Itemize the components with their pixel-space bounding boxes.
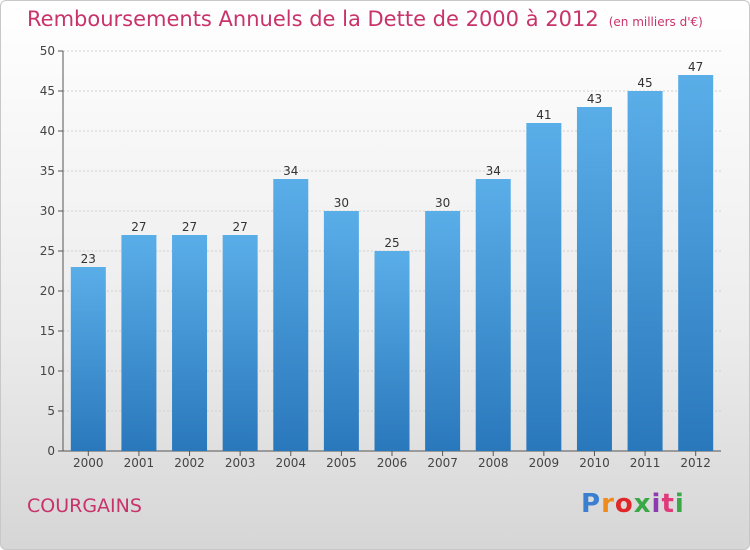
y-tick-label: 35	[40, 164, 55, 178]
x-tick-label: 2000	[73, 456, 104, 470]
bar[interactable]	[425, 211, 461, 451]
y-tick-label: 5	[47, 404, 55, 418]
bar-value-label: 34	[486, 164, 501, 178]
location-name: COURGAINS	[27, 495, 142, 517]
bar[interactable]	[678, 75, 714, 451]
y-tick-label: 45	[40, 84, 55, 98]
y-tick-label: 20	[40, 284, 55, 298]
bar-value-label: 27	[182, 220, 197, 234]
bar-value-label: 27	[131, 220, 146, 234]
x-tick-label: 2008	[478, 456, 509, 470]
logo-letter: i	[674, 489, 685, 519]
x-tick-label: 2003	[225, 456, 256, 470]
bar-value-label: 27	[233, 220, 248, 234]
y-tick-label: 0	[47, 444, 55, 458]
bar[interactable]	[323, 211, 359, 451]
chart-unit: (en milliers d'€)	[608, 15, 703, 29]
bar[interactable]	[627, 91, 663, 451]
bar-value-label: 25	[384, 236, 399, 250]
bar-value-label: 41	[536, 108, 551, 122]
logo-letter: i	[651, 489, 662, 519]
x-tick-label: 2001	[124, 456, 155, 470]
logo-letter: o	[614, 489, 634, 519]
bar-value-label: 34	[283, 164, 298, 178]
x-tick-label: 2011	[630, 456, 661, 470]
chart-title: Remboursements Annuels de la Dette de 20…	[27, 7, 703, 31]
bar[interactable]	[222, 235, 258, 451]
data-labels: 23 27 27 27 34 30 25 30 34 41 43 45 47	[81, 60, 704, 266]
logo-letter: r	[601, 489, 615, 519]
x-tick-label: 2004	[275, 456, 306, 470]
bar-value-label: 23	[81, 252, 96, 266]
x-tick-label: 2005	[326, 456, 357, 470]
y-tick-label: 40	[40, 124, 55, 138]
bar-value-label: 30	[334, 196, 349, 210]
y-tick-label: 10	[40, 364, 55, 378]
y-tick-label: 25	[40, 244, 55, 258]
bar[interactable]	[526, 123, 562, 451]
bar[interactable]	[576, 107, 612, 451]
logo-letter: t	[661, 489, 675, 519]
tick-labels: 0 5 10 15 20 25 30 35 40 45 50 2000 2001 2002 2003 2004…	[40, 44, 711, 470]
bar-value-label: 47	[688, 60, 703, 74]
bar[interactable]	[121, 235, 157, 451]
y-tick-label: 30	[40, 204, 55, 218]
bar-value-label: 30	[435, 196, 450, 210]
proxiti-logo[interactable]: Proxiti	[581, 489, 685, 519]
chart-title-text: Remboursements Annuels de la Dette de 20…	[27, 7, 599, 31]
y-tick-label: 50	[40, 44, 55, 58]
bar[interactable]	[374, 251, 410, 451]
x-tick-label: 2010	[579, 456, 610, 470]
x-tick-label: 2007	[427, 456, 458, 470]
logo-letter: x	[633, 489, 652, 519]
bars	[70, 75, 714, 451]
x-tick-label: 2002	[174, 456, 205, 470]
x-tick-label: 2006	[377, 456, 408, 470]
bar[interactable]	[172, 235, 208, 451]
bar-value-label: 43	[587, 92, 602, 106]
bar[interactable]	[273, 179, 309, 451]
logo-letter: P	[581, 489, 602, 519]
bar[interactable]	[475, 179, 511, 451]
x-tick-label: 2009	[529, 456, 560, 470]
bar-value-label: 45	[637, 76, 652, 90]
x-tick-label: 2012	[680, 456, 711, 470]
y-tick-label: 15	[40, 324, 55, 338]
bar[interactable]	[70, 267, 106, 451]
